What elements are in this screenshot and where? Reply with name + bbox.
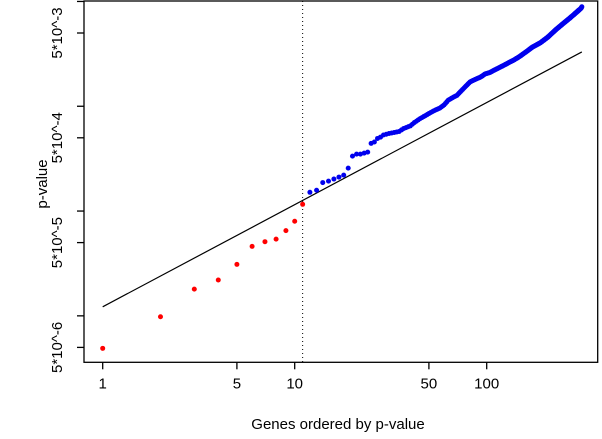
y-tick-label: 5*10^-4 (49, 112, 66, 163)
significant-gene-point (100, 345, 106, 351)
nonsignificant-gene-point (331, 176, 337, 182)
nonsignificant-gene-point (326, 178, 332, 184)
y-tick-label: 5*10^-6 (49, 322, 66, 373)
nonsignificant-gene-point (336, 174, 342, 180)
data-points (100, 4, 585, 351)
y-tick-label: 5*10^-3 (49, 7, 66, 58)
significant-gene-point (283, 228, 289, 234)
diagonal-reference-line (102, 51, 583, 308)
significant-gene-point (292, 218, 298, 224)
x-tick-label: 5 (233, 375, 241, 392)
significant-gene-point (234, 261, 240, 267)
x-tick-label: 100 (474, 375, 499, 392)
y-tick-label: 5*10^-5 (49, 217, 66, 268)
significant-gene-point (300, 201, 306, 207)
x-tick-label: 10 (286, 375, 303, 392)
nonsignificant-gene-point (365, 149, 371, 155)
reference-line (102, 51, 583, 308)
y-axis-title: p-value (34, 159, 51, 208)
significant-gene-point (191, 286, 197, 292)
significant-gene-point (215, 277, 221, 283)
nonsignificant-gene-point (341, 172, 347, 178)
x-axis-title: Genes ordered by p-value (251, 416, 424, 433)
nonsignificant-gene-point (349, 153, 355, 159)
significant-gene-point (157, 314, 163, 320)
nonsignificant-gene-point (354, 151, 360, 157)
y-axis-ticks: 5*10^-3 5*10^-4 5*10^-5 5*10^-6 (49, 0, 84, 373)
x-tick-label: 50 (421, 375, 438, 392)
x-axis-ticks: 1 5 10 50 100 (99, 362, 499, 392)
plot-box (83, 0, 599, 363)
significant-gene-point (249, 243, 255, 249)
significant-gene-point (273, 236, 279, 242)
nonsignificant-gene-point (320, 180, 326, 186)
nonsignificant-gene-point (307, 189, 313, 195)
nonsignificant-gene-point (345, 165, 351, 171)
plot-box-border (83, 0, 599, 363)
nonsignificant-gene-point (314, 187, 320, 193)
nonsignificant-gene-point (371, 139, 377, 145)
x-tick-label: 1 (99, 375, 107, 392)
nonsignificant-gene-point (579, 4, 585, 10)
significant-gene-point (262, 239, 268, 245)
